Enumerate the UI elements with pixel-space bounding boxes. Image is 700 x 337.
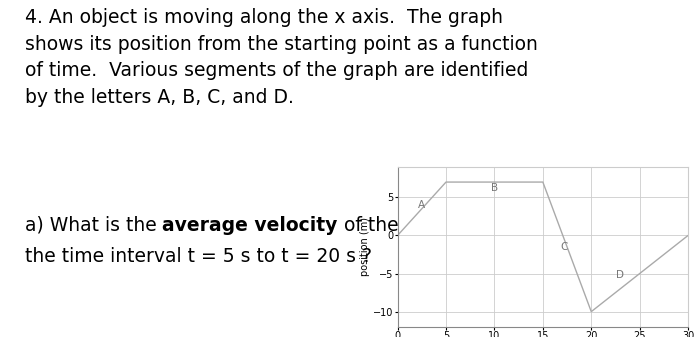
Text: the time interval t = 5 s to t = 20 s ?: the time interval t = 5 s to t = 20 s ? [25,247,372,266]
Y-axis label: position (m): position (m) [360,217,370,276]
Text: A: A [418,200,426,210]
Text: a) What is the: a) What is the [25,216,162,235]
Text: C: C [561,242,568,252]
Text: of the object during: of the object during [337,216,528,235]
Text: D: D [616,270,624,280]
Text: 4. An object is moving along the x axis.  The graph
shows its position from the : 4. An object is moving along the x axis.… [25,8,538,107]
Text: average velocity: average velocity [162,216,337,235]
Text: B: B [491,183,498,193]
